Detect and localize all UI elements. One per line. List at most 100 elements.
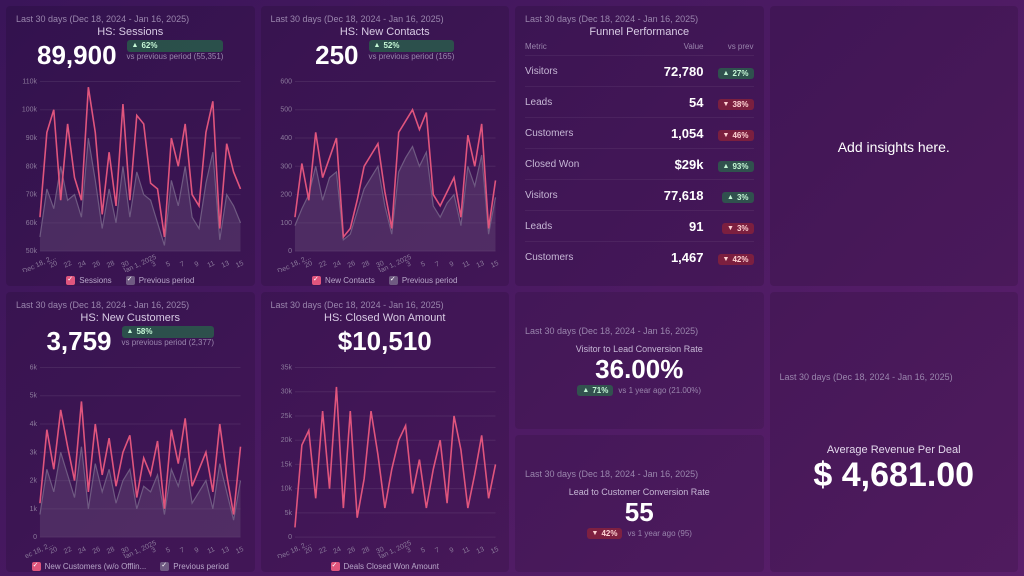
svg-text:11: 11 <box>206 546 216 555</box>
funnel-metric: Visitors <box>525 190 634 201</box>
svg-text:28: 28 <box>106 546 116 556</box>
svg-text:0: 0 <box>33 534 37 541</box>
svg-text:1k: 1k <box>30 506 38 513</box>
chart-sessions: 50k60k70k80k90k100k110kDec 18, 2...20222… <box>16 77 245 272</box>
svg-text:28: 28 <box>360 260 370 270</box>
funnel-value: 77,618 <box>634 188 704 203</box>
funnel-metric: Visitors <box>525 66 634 77</box>
vs-text: vs previous period (2,377) <box>122 338 215 348</box>
kpi-value: $10,510 <box>338 326 432 357</box>
funnel-metric: Customers <box>525 252 634 263</box>
panel-title: HS: Closed Won Amount <box>271 312 500 324</box>
svg-text:50k: 50k <box>26 248 38 255</box>
svg-text:9: 9 <box>448 261 455 269</box>
legend-checkbox-icon[interactable] <box>312 276 321 285</box>
svg-text:22: 22 <box>63 546 73 556</box>
funnel-rows: Visitors72,780▲27%Leads54▼38%Customers1,… <box>525 55 754 272</box>
legend-checkbox-icon[interactable] <box>126 276 135 285</box>
legend-checkbox-icon[interactable] <box>66 276 75 285</box>
svg-text:15: 15 <box>489 260 499 270</box>
kpi-value: 250 <box>315 40 358 71</box>
legend-checkbox-icon[interactable] <box>389 276 398 285</box>
svg-text:3: 3 <box>151 261 158 269</box>
svg-text:5: 5 <box>420 261 427 269</box>
svg-text:60k: 60k <box>26 220 38 227</box>
svg-text:5: 5 <box>420 547 427 555</box>
svg-text:13: 13 <box>221 260 231 270</box>
chart-customers: 01k2k3k4k5k6kec 18, 2...202224262830Jan … <box>16 363 245 558</box>
funnel-value: $29k <box>634 157 704 172</box>
legend-checkbox-icon[interactable] <box>32 562 41 571</box>
svg-text:600: 600 <box>280 78 292 85</box>
panel-insights[interactable]: Add insights here. <box>770 6 1019 286</box>
svg-text:24: 24 <box>77 546 87 556</box>
legend-label: New Customers (w/o Offlin... <box>45 562 147 571</box>
col-header: vs prev <box>704 42 754 51</box>
legend-checkbox-icon[interactable] <box>331 562 340 571</box>
delta-value: 71% <box>592 386 608 395</box>
svg-text:13: 13 <box>221 546 231 556</box>
funnel-row: Leads54▼38% <box>525 86 754 117</box>
svg-text:3k: 3k <box>30 449 38 456</box>
svg-text:24: 24 <box>77 260 87 270</box>
mini-title: Lead to Customer Conversion Rate <box>569 487 710 497</box>
funnel-value: 54 <box>634 95 704 110</box>
funnel-delta: ▼3% <box>704 217 754 235</box>
insights-placeholder: Add insights here. <box>838 139 950 155</box>
svg-text:15k: 15k <box>280 461 292 468</box>
funnel-value: 91 <box>634 219 704 234</box>
delta-badge: ▲71% <box>577 385 613 396</box>
svg-text:26: 26 <box>346 546 356 556</box>
funnel-delta: ▲27% <box>704 62 754 80</box>
arrow-up-icon: ▲ <box>127 328 134 336</box>
dashboard-grid: Last 30 days (Dec 18, 2024 - Jan 16, 202… <box>0 0 1024 576</box>
delta-badge: ▼42% <box>587 528 623 539</box>
svg-text:24: 24 <box>332 546 342 556</box>
svg-text:7: 7 <box>434 261 441 269</box>
panel-closedwon: Last 30 days (Dec 18, 2024 - Jan 16, 202… <box>261 292 510 572</box>
svg-text:9: 9 <box>194 261 201 269</box>
svg-text:15: 15 <box>235 546 245 556</box>
date-range: Last 30 days (Dec 18, 2024 - Jan 16, 202… <box>525 469 698 479</box>
funnel-value: 72,780 <box>634 64 704 79</box>
legend-checkbox-icon[interactable] <box>160 562 169 571</box>
avg-title: Average Revenue Per Deal <box>827 444 961 456</box>
svg-text:35k: 35k <box>280 364 292 371</box>
svg-text:90k: 90k <box>26 135 38 142</box>
panel-conversion-stack: Last 30 days (Dec 18, 2024 - Jan 16, 202… <box>515 292 764 572</box>
mini-value: 36.00% <box>595 354 683 385</box>
delta-value: 52% <box>383 41 399 51</box>
panel-customers: Last 30 days (Dec 18, 2024 - Jan 16, 202… <box>6 292 255 572</box>
mini-title: Visitor to Lead Conversion Rate <box>576 344 703 354</box>
svg-text:7: 7 <box>434 547 441 555</box>
svg-text:5: 5 <box>165 261 172 269</box>
svg-text:13: 13 <box>475 546 485 556</box>
legend-label: Sessions <box>79 276 111 285</box>
funnel-delta: ▼38% <box>704 93 754 111</box>
legend: Sessions Previous period <box>16 272 245 285</box>
funnel-delta: ▲3% <box>704 186 754 204</box>
funnel-row: Visitors72,780▲27% <box>525 55 754 86</box>
chart-closedwon: 05k10k15k20k25k30k35kDec 18, 2...2022242… <box>271 363 500 558</box>
panel-lead-customer: Last 30 days (Dec 18, 2024 - Jan 16, 202… <box>515 435 764 572</box>
delta-value: 42% <box>601 529 617 538</box>
date-range: Last 30 days (Dec 18, 2024 - Jan 16, 202… <box>16 300 245 310</box>
svg-text:11: 11 <box>461 260 471 269</box>
svg-text:22: 22 <box>317 260 327 270</box>
svg-text:26: 26 <box>92 546 102 556</box>
svg-text:13: 13 <box>475 260 485 270</box>
funnel-metric: Closed Won <box>525 159 634 170</box>
panel-avg-revenue: Last 30 days (Dec 18, 2024 - Jan 16, 202… <box>770 292 1019 572</box>
legend-label: Previous period <box>402 276 458 285</box>
svg-text:3: 3 <box>405 547 412 555</box>
date-range: Last 30 days (Dec 18, 2024 - Jan 16, 202… <box>525 14 754 24</box>
funnel-header: Metric Value vs prev <box>525 38 754 55</box>
svg-text:400: 400 <box>280 135 292 142</box>
date-range: Last 30 days (Dec 18, 2024 - Jan 16, 202… <box>780 372 953 382</box>
svg-text:0: 0 <box>288 534 292 541</box>
funnel-metric: Leads <box>525 221 634 232</box>
svg-text:30k: 30k <box>280 389 292 396</box>
avg-value: $ 4,681.00 <box>813 456 974 495</box>
svg-text:9: 9 <box>448 547 455 555</box>
svg-text:10k: 10k <box>280 486 292 493</box>
